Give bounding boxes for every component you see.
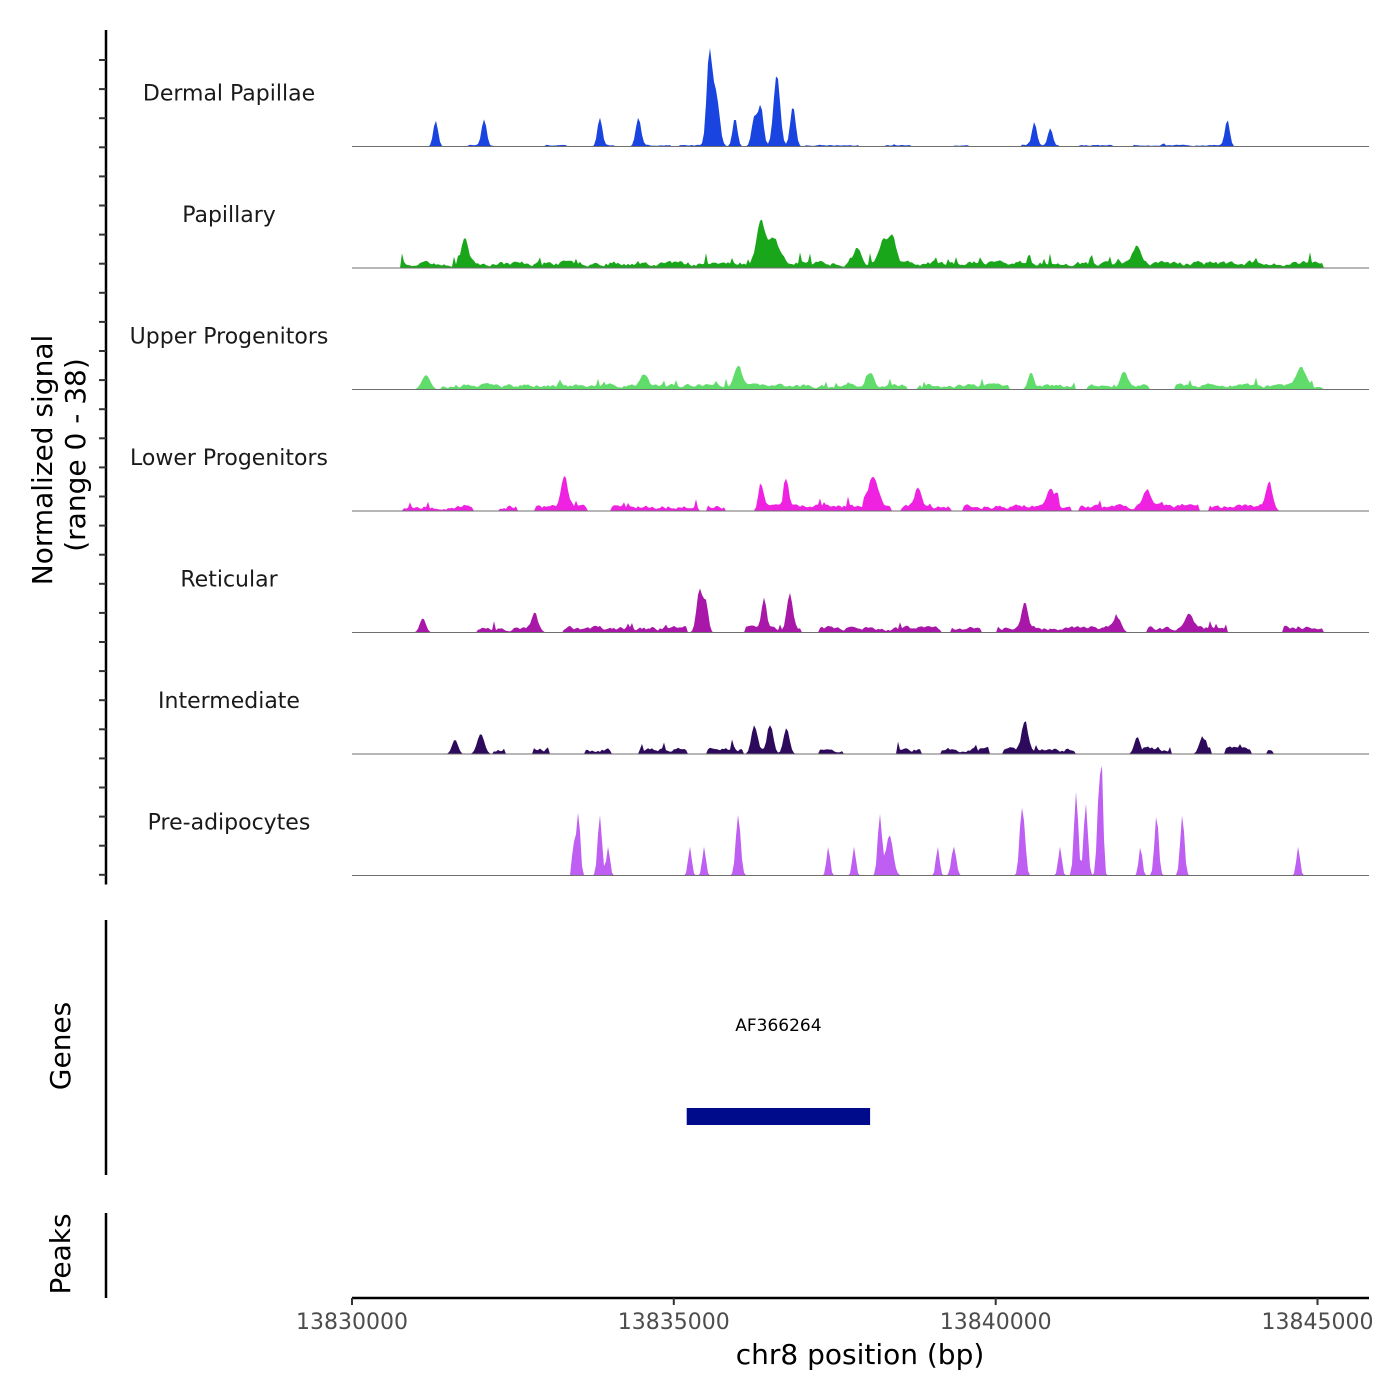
y-axis-subtitle: (range 0 - 38) (59, 358, 92, 552)
y-axis-title: Normalized signal (26, 335, 59, 586)
x-tick-label: 13845000 (1262, 1310, 1374, 1335)
signal-area (352, 365, 1369, 390)
track-label: Dermal Papillae (143, 82, 315, 107)
track-papillary: Papillary (182, 203, 1369, 269)
track-label: Papillary (182, 203, 276, 228)
track-label: Intermediate (158, 689, 300, 714)
x-tick-label: 13830000 (296, 1310, 408, 1335)
track-reticular: Reticular (180, 568, 1369, 634)
track-upper-progenitors: Upper Progenitors (130, 325, 1369, 391)
x-tick-label: 13835000 (618, 1310, 730, 1335)
x-tick-label: 13840000 (940, 1310, 1052, 1335)
track-dermal-papillae: Dermal Papillae (143, 48, 1369, 148)
signal-tracks: Dermal Papillae Papillary Upper Progenitor… (130, 48, 1369, 877)
x-axis-ticks: 13830000 13835000 13840000 13845000 (296, 1298, 1373, 1335)
signal-area (352, 219, 1369, 268)
genes-track-title: Genes (44, 1002, 77, 1090)
signal-y-axis (99, 30, 108, 885)
gene-track: AF366264 (686, 1016, 871, 1125)
track-pre-adipocytes: Pre-adipocytes (148, 765, 1369, 877)
signal-area (352, 48, 1369, 147)
track-label: Reticular (180, 568, 278, 593)
track-lower-progenitors: Lower Progenitors (130, 446, 1369, 512)
track-label: Lower Progenitors (130, 446, 328, 471)
track-label: Upper Progenitors (130, 325, 329, 350)
signal-area (352, 721, 1369, 754)
track-intermediate: Intermediate (158, 689, 1369, 755)
track-label: Pre-adipocytes (148, 811, 311, 836)
signal-area (352, 765, 1369, 876)
gene-label: AF366264 (735, 1016, 821, 1036)
signal-area (352, 588, 1369, 633)
gene-body (686, 1108, 871, 1125)
signal-area (352, 476, 1369, 511)
x-axis-title: chr8 position (bp) (736, 1338, 985, 1371)
peaks-track-title: Peaks (44, 1213, 77, 1294)
